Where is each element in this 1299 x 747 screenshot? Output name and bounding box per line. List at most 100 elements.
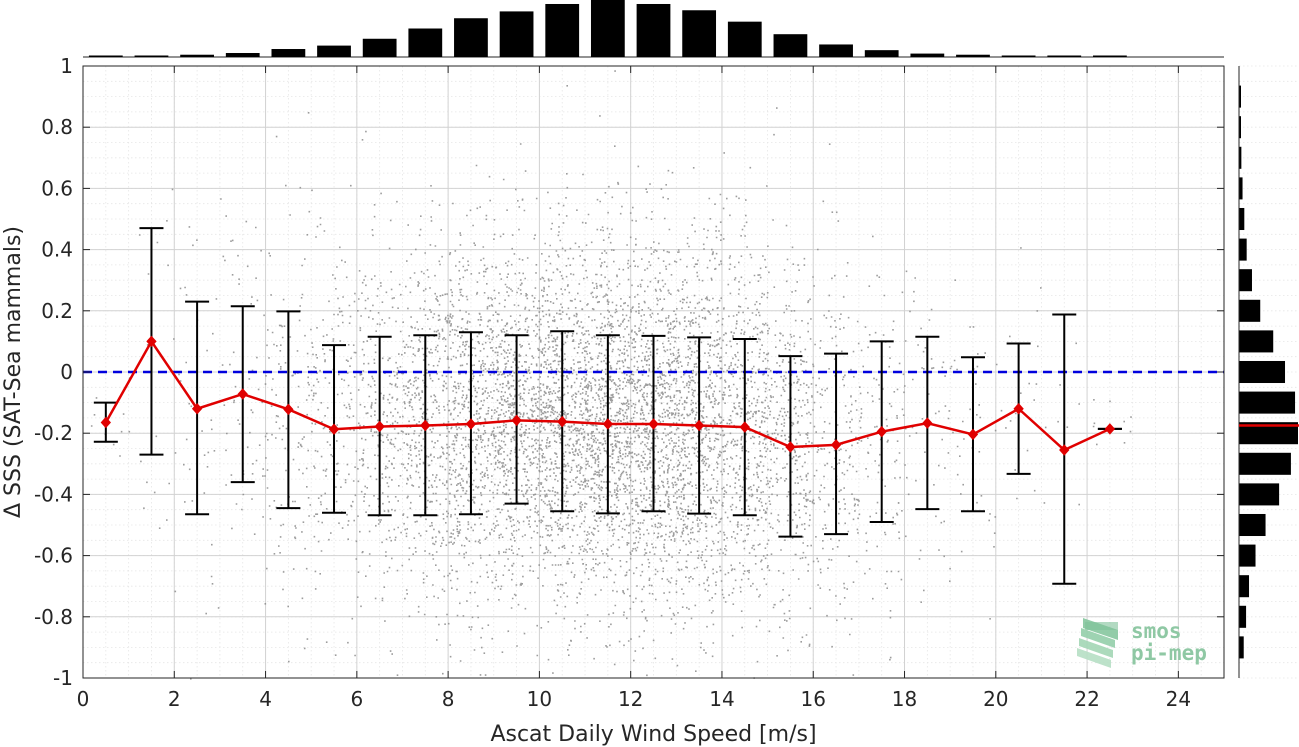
x-histogram-bar (956, 54, 990, 57)
y-histogram-bar (1239, 116, 1241, 139)
x-tick-label: 10 (527, 687, 552, 711)
y-histogram-bar (1239, 575, 1250, 598)
x-histogram-bar (910, 53, 945, 57)
mean-point (739, 421, 750, 433)
y-histogram-bar (1239, 238, 1247, 261)
x-tick-label: 14 (709, 687, 734, 711)
y-histogram-bar (1239, 177, 1243, 200)
y-tick-labels: -1 -0.8 -0.6 -0.4 -0.2 0 0.2 0.4 0.6 0.8 1 (34, 54, 73, 690)
mean-point (146, 335, 157, 348)
mean-point (922, 417, 933, 429)
x-histogram-bar (1047, 55, 1082, 57)
x-histogram-bar (180, 54, 214, 57)
mean-point (830, 439, 842, 451)
y-histogram-bar (1239, 207, 1245, 231)
x-histogram-bars (88, 0, 1127, 58)
y-histogram-bar (1239, 360, 1286, 384)
y-histogram-bar (1239, 146, 1242, 169)
smos-pi-mep-logo: smos pi-mep (1077, 618, 1207, 668)
mean-point (191, 402, 203, 415)
mean-point (237, 388, 248, 400)
y-histogram-bar (1239, 544, 1256, 567)
x-tick-label: 4 (259, 687, 272, 711)
x-histogram-bar (271, 49, 306, 57)
x-histogram-bar (682, 10, 717, 57)
x-histogram-bar (317, 45, 351, 57)
y-histogram-bar (1239, 513, 1266, 537)
x-histogram-bar (362, 38, 397, 57)
x-histogram-bar (636, 3, 671, 57)
x-tick-label: 0 (77, 687, 90, 711)
x-histogram-bar (1001, 55, 1036, 57)
x-tick-label: 16 (801, 687, 826, 711)
mean-point (374, 420, 385, 433)
y-histogram-bar (1239, 636, 1244, 659)
mean-point (465, 418, 477, 430)
y-tick-label: 1 (60, 54, 73, 78)
mean-point (1013, 402, 1024, 415)
x-tick-label: 2 (168, 687, 181, 711)
y-tick-label: 0.8 (41, 115, 73, 139)
mean-point (511, 414, 522, 427)
mean-point (557, 415, 568, 428)
y-histogram-bar (1239, 85, 1241, 108)
y-tick-label: -1 (53, 666, 73, 690)
x-histogram-bar (499, 11, 534, 57)
y-tick-label: 0.2 (41, 299, 73, 323)
y-tick-label: 0.6 (41, 176, 73, 200)
mean-point (1104, 423, 1116, 435)
mean-point (328, 423, 340, 435)
y-histogram-bar (1239, 269, 1252, 292)
binned-mean-markers (100, 335, 1116, 456)
y-histogram (1238, 65, 1299, 679)
logo-line-1: smos (1131, 619, 1182, 643)
x-tick-label: 6 (350, 687, 363, 711)
y-histogram-bar (1239, 422, 1298, 445)
x-histogram-bar (590, 0, 625, 57)
y-histogram-bar (1239, 483, 1280, 506)
y-axis-label: Δ SSS (SAT-Sea mammals) (1, 226, 26, 518)
mean-point (420, 419, 431, 432)
x-histogram-bar (864, 50, 899, 57)
mean-point (785, 441, 796, 453)
x-tick-label: 8 (442, 687, 455, 711)
x-histogram-bar (454, 18, 488, 58)
mean-point (648, 418, 659, 430)
x-histogram-bar (819, 44, 853, 57)
x-histogram-bar (545, 3, 580, 57)
logo-layers-icon (1077, 618, 1118, 668)
mean-point (876, 425, 887, 438)
mean-point (283, 403, 294, 416)
axis-ticks (82, 65, 1224, 679)
x-histogram-bar (773, 34, 808, 57)
x-tick-label: 22 (1074, 687, 1099, 711)
y-histogram-bar (1239, 391, 1296, 414)
y-tick-label: -0.8 (34, 605, 73, 629)
x-histogram (83, 0, 1224, 58)
y-histogram-bars (1239, 85, 1298, 659)
x-axis-label: Ascat Daily Wind Speed [m/s] (490, 722, 816, 747)
mean-point (967, 428, 979, 441)
y-tick-label: -0.6 (34, 544, 73, 568)
y-tick-label: -0.4 (34, 482, 73, 506)
y-tick-label: 0 (60, 360, 73, 384)
x-histogram-bar (88, 55, 123, 57)
y-histogram-bar (1239, 330, 1274, 353)
mean-point (1059, 444, 1070, 456)
x-tick-label: 24 (1166, 687, 1191, 711)
y-histogram-bar (1239, 299, 1261, 322)
x-histogram-bar (225, 53, 260, 57)
mean-point (693, 419, 705, 432)
y-tick-label: 0.4 (41, 238, 73, 262)
x-tick-label: 18 (892, 687, 917, 711)
logo-line-2: pi-mep (1131, 641, 1207, 665)
x-histogram-bar (134, 55, 169, 57)
x-tick-label: 20 (983, 687, 1008, 711)
y-histogram-bar (1239, 605, 1247, 628)
x-histogram-bar (408, 28, 443, 57)
x-tick-label: 12 (618, 687, 643, 711)
x-tick-labels: 0 2 4 6 8 10 12 14 16 18 20 22 24 (77, 687, 1191, 711)
mean-point (100, 416, 111, 429)
y-histogram-bar (1239, 452, 1291, 475)
